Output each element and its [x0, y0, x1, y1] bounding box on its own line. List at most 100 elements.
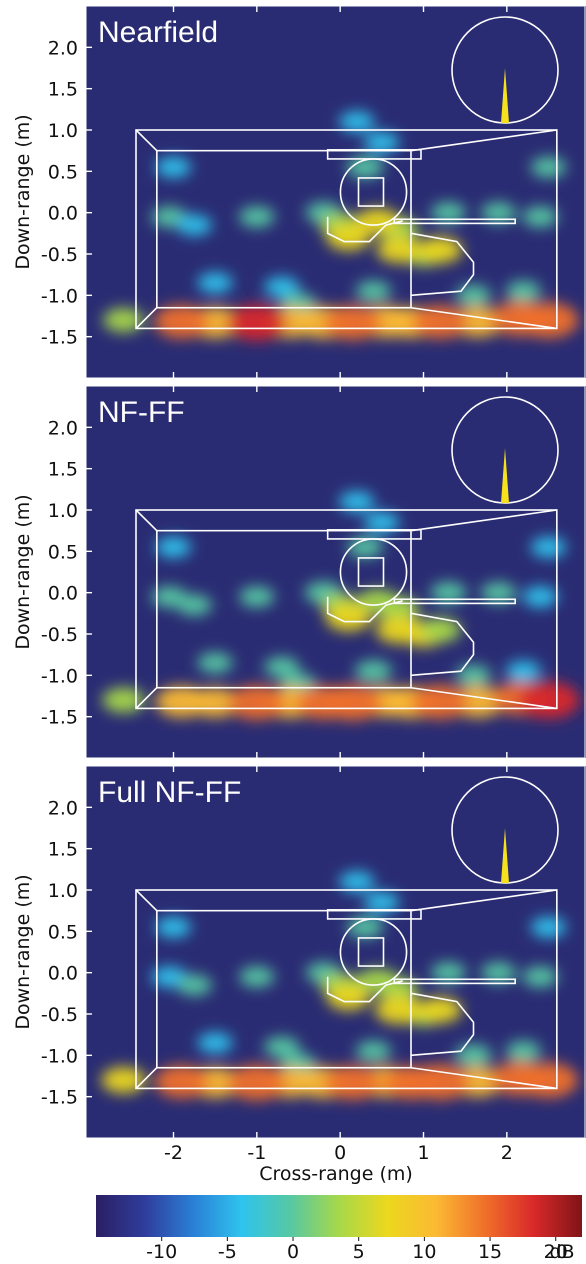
heat-blob — [154, 1065, 210, 1099]
heat-blob — [324, 1065, 381, 1100]
y-axis-title: Down-range (m) — [12, 874, 34, 1029]
frame-edge — [135, 687, 158, 709]
heat-blob — [522, 586, 558, 608]
heat-blob — [264, 1036, 300, 1058]
y-tick-label: 0.0 — [48, 203, 78, 225]
inner-frame — [156, 529, 412, 689]
y-tick-label: 1.0 — [48, 500, 78, 522]
frame-edge — [410, 1066, 557, 1090]
heat-blob — [339, 491, 375, 513]
heat-blob — [374, 995, 423, 1025]
heat-blob — [375, 616, 422, 644]
panel-1: Nearfield 2.0 1.5 1.0 0.5 0.0 -0.5 -1.0 -1.5 Down… — [12, 5, 586, 379]
heat-blob — [356, 968, 399, 994]
heat-blob — [531, 536, 566, 558]
heat-blob — [481, 202, 516, 224]
heat-blob — [239, 206, 275, 228]
heat-blob — [531, 156, 566, 178]
heat-blob — [323, 684, 383, 721]
heat-blob — [456, 284, 491, 306]
heat-blob — [480, 582, 517, 604]
frame-edge — [410, 889, 557, 912]
y-tick-label: 1.0 — [48, 120, 78, 142]
heat-blob — [376, 236, 421, 263]
heat-blob — [347, 916, 384, 938]
hook-outline — [326, 976, 403, 1003]
y-tick-label: -0.5 — [41, 244, 78, 266]
heat-blob — [226, 304, 287, 341]
frame-edge — [135, 889, 158, 912]
heat-blob — [519, 1062, 578, 1098]
frame-edge — [410, 686, 557, 710]
heatmap-layer — [103, 111, 579, 341]
panel-2: NF-FF 2.0 1.5 1.0 0.5 0.0 -0.5 -1.0 -1.5 Down-ran… — [12, 385, 586, 759]
antenna-beam — [501, 448, 509, 503]
frame-edge — [135, 1067, 158, 1089]
colorbar-tick-label: -5 — [218, 1241, 237, 1263]
heat-blob — [364, 131, 400, 153]
panels-group: Nearfield 2.0 1.5 1.0 0.5 0.0 -0.5 -1.0 -1.5 Down… — [12, 5, 586, 1139]
y-tick-label: 1.5 — [48, 79, 78, 101]
heat-blob — [364, 511, 400, 533]
y-tick-label: 1.0 — [48, 880, 78, 902]
heat-blob — [197, 1032, 233, 1054]
heat-blob — [156, 156, 191, 178]
heat-blob — [517, 681, 580, 719]
rod-outline — [393, 598, 516, 605]
heat-blob — [239, 966, 275, 988]
heat-blob — [264, 276, 300, 298]
y-tick-label: 0.5 — [48, 921, 78, 943]
heat-blob — [481, 962, 516, 984]
frame-edge — [135, 307, 158, 329]
heat-blob — [239, 586, 275, 608]
hook-outline — [326, 216, 403, 243]
colorbar-tick-label: 15 — [478, 1241, 502, 1263]
x-tick-label: -1 — [247, 1142, 266, 1164]
y-tick-label: 0.5 — [48, 541, 78, 563]
y-tick-label: -1.0 — [41, 285, 78, 307]
heat-blob — [103, 307, 144, 333]
panel-frame — [85, 385, 586, 759]
x-tick-label: -2 — [164, 1142, 183, 1164]
heat-blob — [227, 1064, 287, 1101]
box-outline — [357, 557, 385, 587]
panel-title: NF-FF — [98, 396, 185, 429]
heat-blob — [102, 687, 145, 713]
heat-blob — [418, 236, 463, 264]
heat-blob — [154, 305, 210, 339]
heat-blob — [456, 664, 491, 686]
y-tick-label: 1.5 — [48, 459, 78, 481]
heat-blob — [357, 588, 399, 614]
heat-blob — [323, 305, 382, 340]
heatmap-layer — [101, 871, 578, 1101]
heatmap-blobs — [103, 111, 579, 341]
drum-outline — [339, 918, 408, 986]
heat-blob — [455, 1044, 492, 1067]
chair-outline — [410, 992, 475, 1057]
y-tick-label: 2.0 — [48, 417, 78, 439]
box-outline — [357, 937, 385, 967]
heat-blob — [355, 207, 400, 234]
heat-blob — [326, 984, 371, 1011]
y-tick-label: 2.0 — [48, 797, 78, 819]
heat-blob — [346, 156, 384, 179]
scene-outline — [135, 509, 558, 710]
y-tick-label: -0.5 — [41, 624, 78, 646]
y-tick-label: -1.0 — [41, 1045, 78, 1067]
heatmap-blobs — [102, 491, 580, 721]
drum-outline — [339, 158, 408, 226]
colorbar-gradient — [96, 1195, 582, 1237]
outer-frame — [135, 509, 558, 710]
heat-blob — [176, 594, 212, 616]
drum-outline — [339, 538, 408, 606]
y-tick-label: -1.5 — [41, 707, 78, 729]
antenna-beam — [501, 68, 509, 123]
heat-blob — [506, 660, 541, 682]
colorbar-tick-label: 20 — [544, 1241, 568, 1263]
x-tick-label: 2 — [501, 1142, 513, 1164]
outer-frame — [135, 129, 558, 330]
colorbar-tick-label: -10 — [146, 1241, 177, 1263]
heat-blob — [355, 660, 392, 683]
heat-blob — [197, 652, 233, 674]
